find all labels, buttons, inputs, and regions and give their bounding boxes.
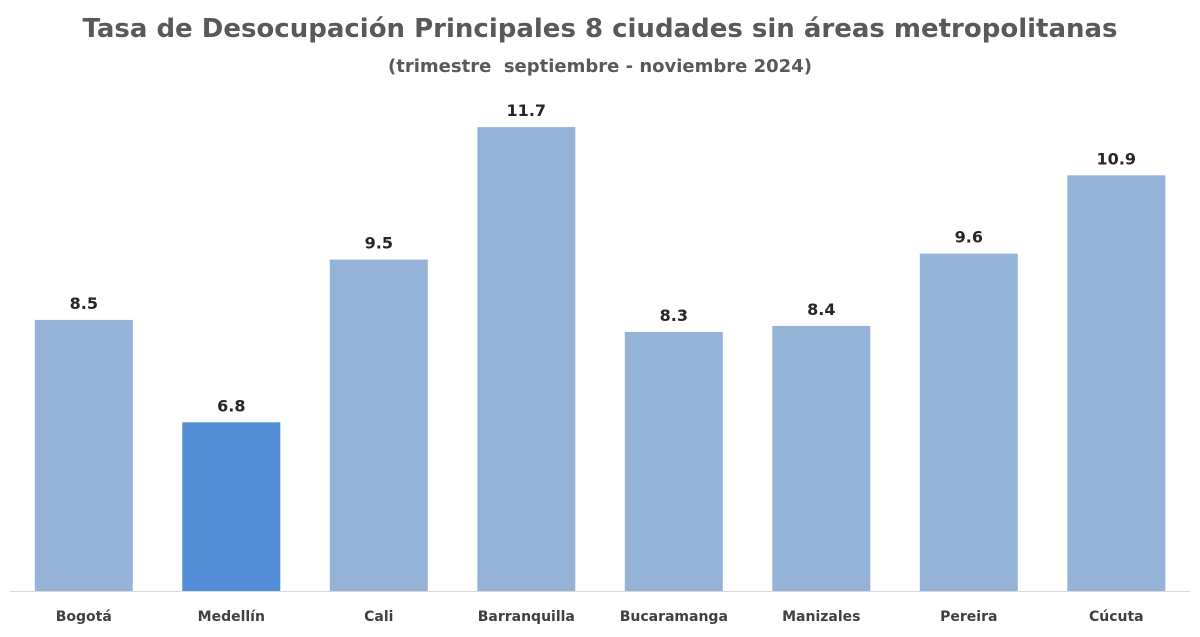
category-label-4: Bucaramanga — [620, 609, 728, 625]
bar-5 — [772, 325, 871, 591]
bar-value-label-4: 8.3 — [660, 306, 688, 325]
bar-value-label-1: 6.8 — [217, 396, 245, 415]
bar-value-label-5: 8.4 — [807, 300, 835, 319]
bar-7 — [1067, 175, 1166, 592]
category-label-5: Manizales — [782, 609, 860, 625]
bar-0 — [34, 319, 133, 591]
bar-value-label-7: 10.9 — [1097, 149, 1136, 168]
category-label-6: Pereira — [940, 609, 997, 625]
bar-value-label-0: 8.5 — [70, 294, 98, 313]
category-label-0: Bogotá — [56, 609, 112, 625]
bar-1 — [182, 422, 281, 591]
bar-4 — [624, 331, 723, 591]
bar-2 — [329, 259, 428, 591]
chart-title: Tasa de Desocupación Principales 8 ciuda… — [82, 14, 1118, 44]
bar-value-label-6: 9.6 — [955, 228, 983, 247]
bar-6 — [919, 253, 1018, 591]
category-label-3: Barranquilla — [478, 609, 575, 625]
category-label-2: Cali — [364, 609, 393, 625]
category-label-7: Cúcuta — [1089, 609, 1144, 625]
bar-value-label-3: 11.7 — [507, 101, 546, 120]
category-label-1: Medellín — [198, 609, 265, 625]
bar-value-label-2: 9.5 — [365, 234, 393, 253]
chart-subtitle: (trimestre septiembre - noviembre 2024) — [388, 56, 812, 77]
bar-3 — [477, 127, 576, 591]
